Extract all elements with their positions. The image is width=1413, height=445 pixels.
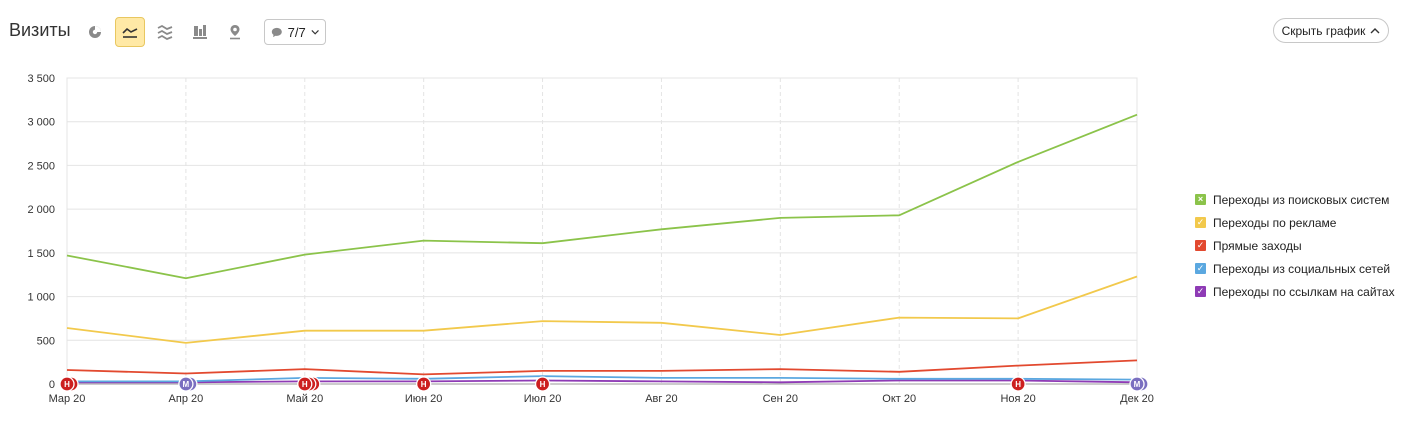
hide-chart-label: Скрыть график bbox=[1281, 23, 1366, 38]
y-tick-label: 0 bbox=[49, 379, 55, 391]
event-marker[interactable] bbox=[59, 376, 75, 392]
event-marker[interactable] bbox=[534, 376, 551, 392]
legend-label: Переходы по рекламе bbox=[1213, 215, 1337, 230]
hide-chart-button[interactable]: Скрыть график bbox=[1273, 18, 1389, 43]
pie-chart-icon bbox=[89, 26, 101, 38]
comment-icon bbox=[271, 27, 282, 37]
event-marker[interactable] bbox=[1010, 376, 1026, 392]
y-tick-label: 3 000 bbox=[27, 117, 55, 129]
y-tick-label: 2 500 bbox=[27, 160, 55, 172]
x-tick-label: Июл 20 bbox=[524, 393, 562, 405]
series-line[interactable] bbox=[66, 113, 1138, 280]
legend-label: Переходы из социальных сетей bbox=[1213, 261, 1391, 276]
x-tick-label: Сен 20 bbox=[763, 393, 798, 405]
y-tick-label: 3 500 bbox=[27, 73, 55, 85]
x-tick-label: Окт 20 bbox=[882, 393, 916, 405]
legend-label: Переходы из поисковых систем bbox=[1213, 192, 1390, 207]
x-tick-label: Мар 20 bbox=[49, 393, 86, 405]
bar-chart-icon bbox=[193, 25, 207, 39]
area-chart-button[interactable] bbox=[150, 17, 180, 47]
bar-chart-button[interactable] bbox=[185, 17, 215, 47]
visits-line-chart: 0 500 1 000 1 500 2 000 2 500 3 000 3 500 Мар 20… bbox=[27, 73, 1154, 405]
comments-dropdown[interactable]: 7/7 bbox=[264, 19, 326, 45]
series-line[interactable] bbox=[67, 379, 1138, 384]
legend-item[interactable]: ✓ Переходы из социальных сетей bbox=[1195, 257, 1395, 280]
y-tick-label: 1 000 bbox=[27, 292, 55, 304]
event-marker-label: Н bbox=[302, 380, 308, 389]
x-tick-label: Июн 20 bbox=[405, 393, 443, 405]
chevron-down-icon bbox=[311, 29, 319, 35]
series-line[interactable] bbox=[66, 359, 1138, 376]
legend-item[interactable]: × Переходы из поисковых систем bbox=[1195, 188, 1395, 211]
legend-label: Прямые заходы bbox=[1213, 238, 1302, 253]
event-marker-label: М bbox=[183, 380, 190, 389]
x-tick-label: Дек 20 bbox=[1120, 393, 1154, 405]
chart-legend: × Переходы из поисковых систем ✓ Переходы п… bbox=[1195, 188, 1395, 303]
series-line[interactable] bbox=[67, 375, 1138, 383]
event-marker-label: Н bbox=[64, 380, 70, 389]
comments-count: 7/7 bbox=[287, 24, 306, 40]
y-tick-label: 2 000 bbox=[27, 204, 55, 216]
legend-label: Переходы по ссылкам на сайтах bbox=[1213, 284, 1395, 299]
x-tick-label: Май 20 bbox=[286, 393, 323, 405]
legend-checkbox-icon[interactable]: ✓ bbox=[1195, 263, 1206, 274]
legend-checkbox-icon[interactable]: ✓ bbox=[1195, 240, 1206, 251]
event-marker[interactable] bbox=[178, 376, 194, 392]
y-tick-label: 1 500 bbox=[27, 248, 55, 260]
map-pin-icon bbox=[230, 25, 240, 40]
event-marker[interactable] bbox=[297, 376, 313, 392]
event-marker-label: Н bbox=[540, 380, 546, 389]
event-marker-label: М bbox=[1134, 380, 1141, 389]
x-tick-label: Апр 20 bbox=[169, 393, 204, 405]
line-chart-button[interactable] bbox=[115, 17, 145, 47]
x-tick-label: Авг 20 bbox=[645, 393, 677, 405]
legend-item[interactable]: ✓ Прямые заходы bbox=[1195, 234, 1395, 257]
legend-item[interactable]: ✓ Переходы по рекламе bbox=[1195, 211, 1395, 234]
legend-checkbox-icon[interactable]: ✓ bbox=[1195, 286, 1206, 297]
pie-chart-button[interactable] bbox=[80, 17, 110, 47]
x-tick-label: Ноя 20 bbox=[1000, 393, 1035, 405]
event-marker[interactable] bbox=[1129, 376, 1145, 392]
event-marker[interactable] bbox=[416, 376, 432, 392]
map-button[interactable] bbox=[220, 17, 250, 47]
legend-item[interactable]: ✓ Переходы по ссылкам на сайтах bbox=[1195, 280, 1395, 303]
legend-checkbox-icon[interactable]: × bbox=[1195, 194, 1206, 205]
event-marker-label: Н bbox=[1015, 380, 1021, 389]
area-chart-icon bbox=[157, 24, 173, 40]
legend-checkbox-icon[interactable]: ✓ bbox=[1195, 217, 1206, 228]
event-marker-label: Н bbox=[421, 380, 427, 389]
y-tick-label: 500 bbox=[37, 335, 55, 347]
series-line[interactable] bbox=[66, 275, 1138, 344]
widget-title: Визиты bbox=[9, 20, 71, 40]
line-chart-icon bbox=[122, 27, 138, 38]
chevron-up-icon bbox=[1370, 28, 1380, 34]
